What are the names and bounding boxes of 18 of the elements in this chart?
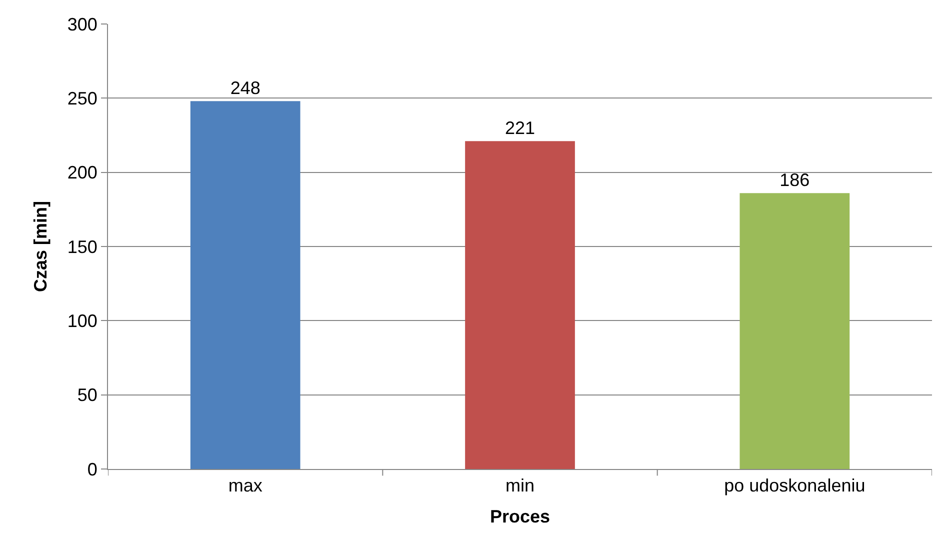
bar (740, 193, 850, 469)
x-tick-label: max (228, 476, 262, 496)
x-axis-title: Proces (490, 506, 550, 527)
y-tick-label: 100 (67, 310, 98, 331)
y-tick-label: 50 (77, 385, 98, 406)
data-label: 248 (230, 78, 260, 98)
data-label: 221 (504, 118, 536, 138)
x-tick-label: min (505, 476, 535, 496)
y-tick-label: 0 (87, 459, 98, 480)
x-tick-label: po udoskonaleniu (724, 476, 866, 496)
y-tick-label: 250 (67, 88, 98, 108)
y-tick-label: 150 (67, 236, 98, 257)
y-tick-label: 300 (67, 14, 98, 34)
bar (465, 141, 575, 469)
y-tick-label: 200 (67, 162, 98, 183)
y-axis-title: Czas [min] (30, 200, 51, 292)
bar (190, 101, 300, 469)
data-label: 186 (780, 170, 810, 190)
